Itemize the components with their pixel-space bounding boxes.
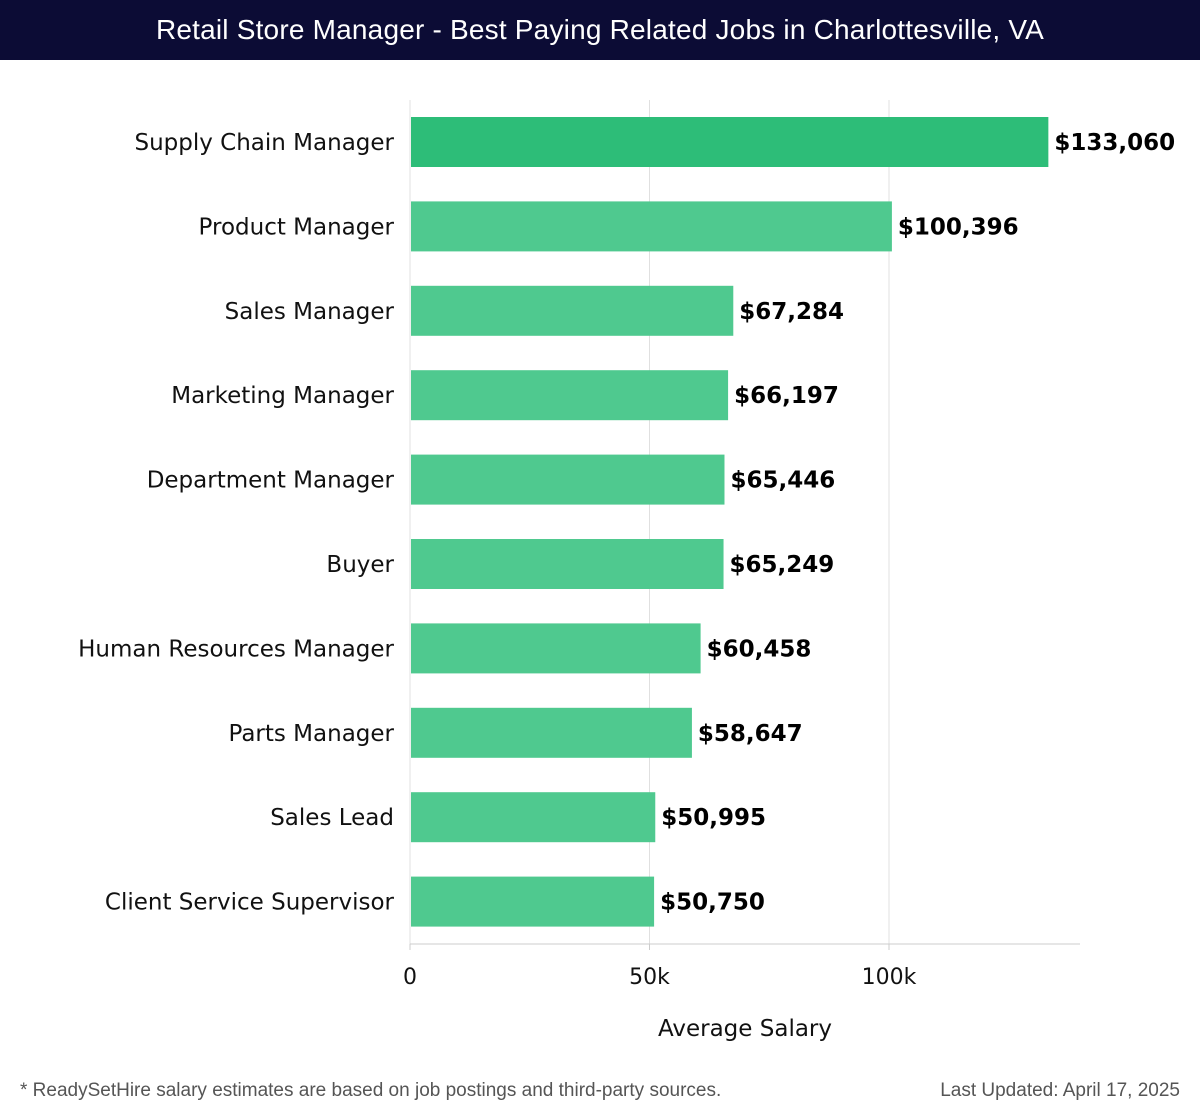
category-label-2: Sales Manager	[225, 299, 395, 325]
value-label-0: $133,060	[1054, 130, 1175, 156]
bar-2	[411, 285, 734, 336]
value-label-2: $67,284	[739, 299, 844, 325]
category-label-0: Supply Chain Manager	[134, 130, 394, 156]
category-label-9: Client Service Supervisor	[105, 890, 395, 916]
category-label-1: Product Manager	[199, 214, 395, 240]
bar-8	[411, 792, 656, 843]
x-tick-label-1: 50k	[629, 965, 670, 990]
bar-9	[411, 876, 655, 927]
x-tick-label-0: 0	[403, 965, 417, 990]
category-label-5: Buyer	[326, 552, 394, 578]
x-tick-label-2: 100k	[862, 965, 917, 990]
bar-6	[411, 623, 701, 674]
value-label-9: $50,750	[660, 890, 765, 916]
value-label-4: $65,446	[730, 468, 835, 494]
footer-note: * ReadySetHire salary estimates are base…	[20, 1080, 722, 1101]
bar-0	[411, 117, 1049, 167]
value-label-1: $100,396	[898, 214, 1019, 240]
value-label-3: $66,197	[734, 383, 839, 409]
bar-4	[411, 454, 725, 505]
category-label-8: Sales Lead	[270, 805, 394, 831]
bar-7	[411, 707, 692, 758]
bar-1	[411, 201, 892, 252]
x-axis-title: Average Salary	[658, 1016, 832, 1042]
category-label-4: Department Manager	[147, 468, 395, 494]
value-label-5: $65,249	[730, 552, 835, 578]
value-label-8: $50,995	[661, 805, 766, 831]
value-label-7: $58,647	[698, 721, 803, 747]
category-label-3: Marketing Manager	[171, 383, 394, 409]
salary-bar-chart: 0 50k 100k Average Salary Supply Chain Manag…	[78, 100, 1175, 1042]
value-label-6: $60,458	[707, 636, 812, 662]
chart-title: Retail Store Manager - Best Paying Relat…	[155, 14, 1045, 45]
category-label-7: Parts Manager	[228, 721, 394, 747]
bar-3	[411, 370, 729, 421]
category-label-6: Human Resources Manager	[78, 636, 394, 662]
last-updated: Last Updated: April 17, 2025	[940, 1080, 1180, 1101]
bar-5	[411, 539, 724, 589]
title-bar: Retail Store Manager - Best Paying Relat…	[0, 0, 1200, 60]
